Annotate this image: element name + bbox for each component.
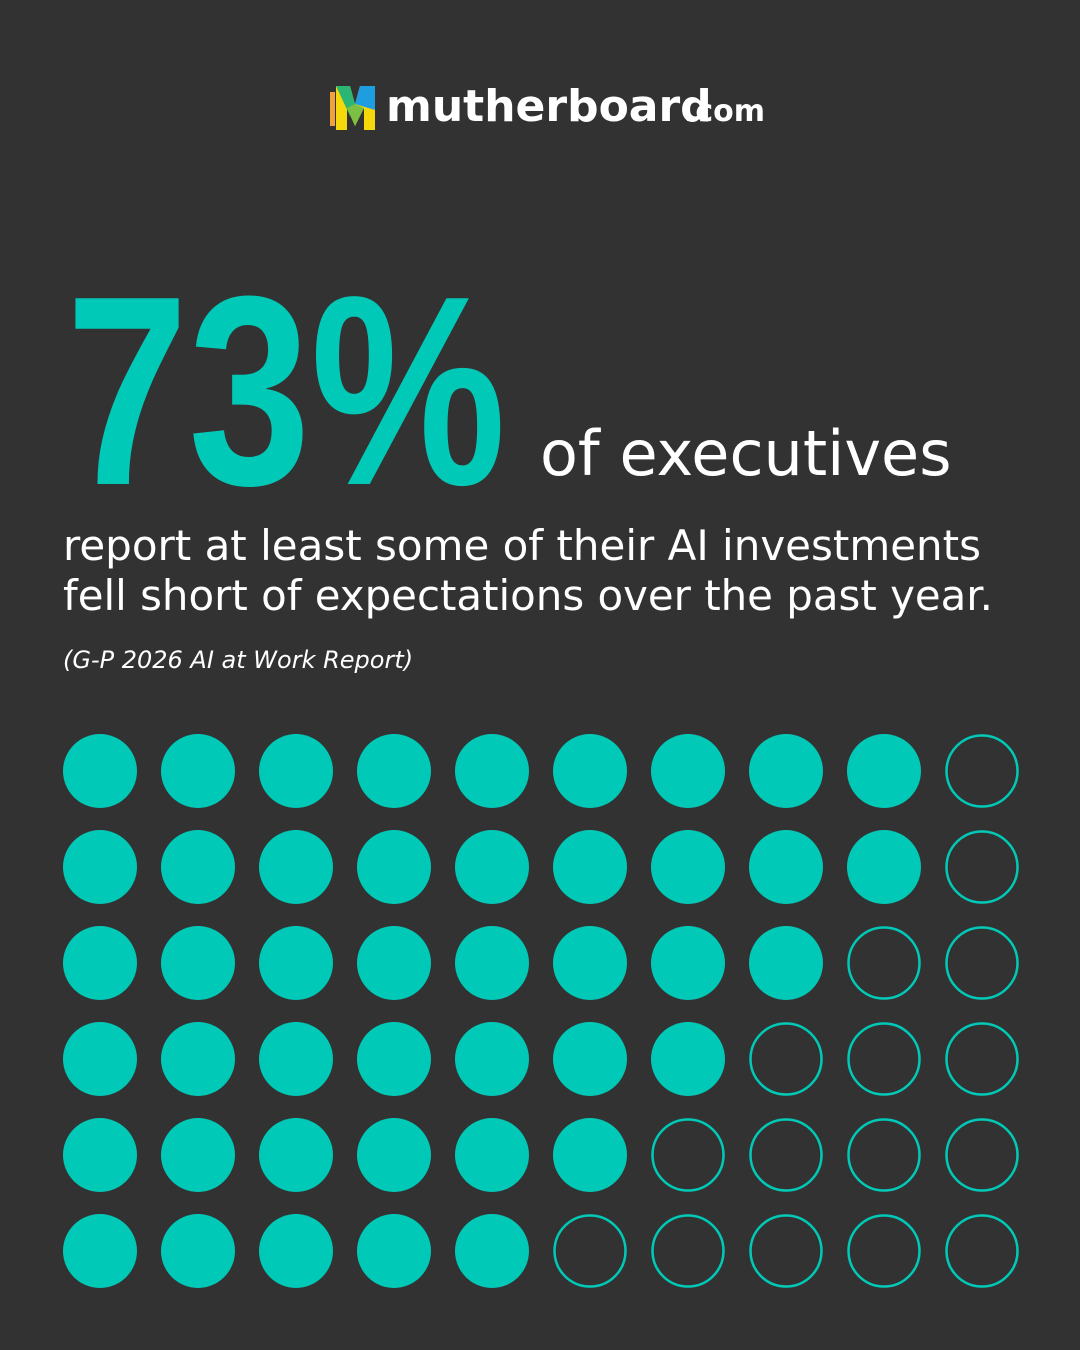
dot-empty <box>945 830 1019 904</box>
dot-filled <box>63 1022 137 1096</box>
dot-filled <box>357 830 431 904</box>
dot-filled <box>357 926 431 1000</box>
dot-filled <box>553 1118 627 1192</box>
body-line: fell short of expectations over the past… <box>63 571 993 620</box>
dot-filled <box>553 734 627 808</box>
dot-filled <box>455 830 529 904</box>
dot-filled <box>749 926 823 1000</box>
dot-filled <box>847 734 921 808</box>
dot-empty <box>945 926 1019 1000</box>
dot-filled <box>651 1022 725 1096</box>
dot-empty <box>847 926 921 1000</box>
dot-filled <box>455 1214 529 1288</box>
dot-filled <box>651 830 725 904</box>
dot-filled <box>161 1118 235 1192</box>
dot-filled <box>553 926 627 1000</box>
dot-filled <box>161 734 235 808</box>
logo-icon <box>330 86 375 130</box>
dot-filled <box>63 1214 137 1288</box>
dot-filled <box>455 1022 529 1096</box>
dot-filled <box>455 734 529 808</box>
dot-filled <box>357 1214 431 1288</box>
dot-empty <box>553 1214 627 1288</box>
dot-empty <box>847 1022 921 1096</box>
dot-empty <box>945 1118 1019 1192</box>
dot-filled <box>455 1118 529 1192</box>
dot-filled <box>259 1214 333 1288</box>
dot-empty <box>651 1118 725 1192</box>
dot-filled <box>357 1022 431 1096</box>
body-line: report at least some of their AI investm… <box>63 521 981 570</box>
dot-filled <box>259 830 333 904</box>
logo-suffix: .com <box>684 94 765 129</box>
dot-filled <box>651 734 725 808</box>
dot-filled <box>259 1118 333 1192</box>
dot-filled <box>63 830 137 904</box>
dot-empty <box>847 1214 921 1288</box>
dot-filled <box>161 1214 235 1288</box>
dot-filled <box>259 734 333 808</box>
dot-empty <box>945 734 1019 808</box>
dot-empty <box>651 1214 725 1288</box>
dot-filled <box>357 734 431 808</box>
dot-filled <box>259 926 333 1000</box>
dot-empty <box>945 1214 1019 1288</box>
dot-empty <box>847 1118 921 1192</box>
dot-filled <box>847 830 921 904</box>
dot-filled <box>553 830 627 904</box>
dot-filled <box>455 926 529 1000</box>
source: (G-P 2026 AI at Work Report) <box>63 646 413 674</box>
dot-filled <box>63 734 137 808</box>
dot-filled <box>553 1022 627 1096</box>
headline-subject: of executives <box>540 417 952 490</box>
dot-filled <box>749 830 823 904</box>
dot-filled <box>63 1118 137 1192</box>
dot-empty <box>749 1118 823 1192</box>
dot-filled <box>749 734 823 808</box>
logo-name: mutherboard <box>386 81 712 132</box>
dot-filled <box>161 926 235 1000</box>
headline-stat: 73% <box>66 241 506 542</box>
dot-filled <box>651 926 725 1000</box>
dot-filled <box>161 830 235 904</box>
dot-empty <box>749 1022 823 1096</box>
dot-filled <box>259 1022 333 1096</box>
dot-empty <box>945 1022 1019 1096</box>
dot-grid <box>63 734 1019 1288</box>
dot-filled <box>63 926 137 1000</box>
dot-filled <box>161 1022 235 1096</box>
dot-filled <box>357 1118 431 1192</box>
dot-empty <box>749 1214 823 1288</box>
